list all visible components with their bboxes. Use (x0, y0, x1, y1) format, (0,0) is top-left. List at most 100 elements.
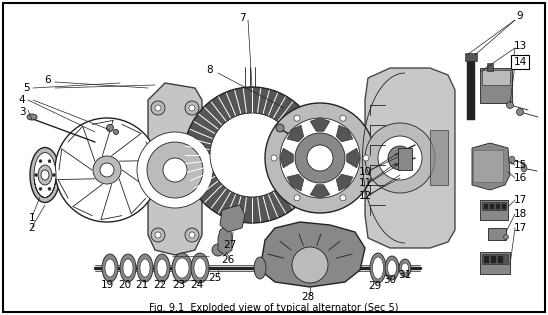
Circle shape (53, 174, 55, 176)
Polygon shape (472, 143, 510, 190)
Circle shape (155, 232, 161, 238)
Bar (502, 204, 506, 209)
Bar (490, 204, 494, 209)
Bar (482, 254, 508, 264)
Text: 10: 10 (358, 167, 372, 177)
Circle shape (292, 247, 328, 283)
Text: 2: 2 (28, 223, 35, 233)
Ellipse shape (521, 164, 527, 172)
Text: 4: 4 (19, 95, 25, 105)
Circle shape (137, 132, 213, 208)
Ellipse shape (254, 257, 266, 279)
Text: 25: 25 (208, 273, 221, 283)
Circle shape (319, 158, 325, 164)
Bar (398, 148, 412, 170)
Circle shape (340, 115, 346, 121)
Text: 22: 22 (153, 280, 167, 290)
Circle shape (506, 101, 513, 108)
Circle shape (340, 195, 346, 201)
Bar (480, 68, 512, 103)
Circle shape (35, 174, 37, 176)
Text: 24: 24 (190, 280, 204, 290)
Text: 28: 28 (301, 292, 315, 302)
Text: 14: 14 (513, 57, 527, 67)
Polygon shape (260, 222, 365, 287)
Ellipse shape (140, 259, 150, 277)
Ellipse shape (402, 263, 408, 273)
Circle shape (151, 101, 165, 115)
Circle shape (189, 105, 195, 111)
Ellipse shape (106, 124, 113, 131)
Text: 11: 11 (358, 178, 372, 188)
Ellipse shape (41, 170, 49, 180)
Circle shape (307, 145, 333, 171)
Bar (480, 252, 510, 274)
Text: 26: 26 (221, 255, 235, 265)
Text: 5: 5 (22, 83, 29, 93)
Circle shape (210, 113, 294, 197)
Ellipse shape (387, 260, 397, 276)
Bar (482, 202, 506, 210)
Polygon shape (365, 68, 455, 248)
Circle shape (48, 160, 51, 163)
Polygon shape (336, 174, 353, 191)
Polygon shape (336, 125, 353, 142)
Ellipse shape (30, 147, 60, 203)
Polygon shape (287, 125, 304, 142)
Ellipse shape (194, 258, 206, 278)
Bar (498, 256, 503, 263)
Circle shape (294, 115, 300, 121)
Ellipse shape (137, 254, 153, 282)
Bar (484, 256, 489, 263)
Circle shape (319, 146, 325, 152)
Circle shape (280, 118, 360, 198)
Text: 27: 27 (224, 240, 237, 250)
Ellipse shape (27, 114, 37, 120)
Circle shape (185, 228, 199, 242)
Polygon shape (220, 205, 245, 232)
Text: 3: 3 (19, 107, 25, 117)
Ellipse shape (370, 253, 386, 283)
Circle shape (388, 146, 412, 170)
Circle shape (271, 155, 277, 161)
Text: 1: 1 (28, 213, 35, 223)
Ellipse shape (120, 254, 136, 282)
Circle shape (55, 118, 159, 222)
Text: 9: 9 (517, 11, 523, 21)
Ellipse shape (38, 165, 52, 185)
Circle shape (276, 124, 284, 132)
Circle shape (184, 87, 320, 223)
Text: 8: 8 (207, 65, 213, 75)
Text: 18: 18 (513, 209, 527, 219)
Circle shape (100, 163, 114, 177)
Ellipse shape (105, 259, 115, 277)
Circle shape (147, 142, 203, 198)
Bar (482, 70, 510, 85)
Bar (484, 204, 488, 209)
Text: 12: 12 (358, 191, 372, 201)
Bar (491, 256, 496, 263)
Polygon shape (310, 185, 330, 198)
Text: 30: 30 (384, 275, 397, 285)
Circle shape (378, 136, 422, 180)
Ellipse shape (509, 156, 515, 164)
Text: Fig. 9.1  Exploded view of typical alternator (Sec 5): Fig. 9.1 Exploded view of typical altern… (149, 303, 399, 313)
Ellipse shape (113, 129, 118, 135)
Ellipse shape (102, 254, 118, 282)
Ellipse shape (191, 253, 209, 283)
Text: 21: 21 (135, 280, 149, 290)
Text: 19: 19 (100, 280, 113, 290)
Text: 23: 23 (173, 280, 186, 290)
Polygon shape (280, 148, 293, 168)
Circle shape (151, 228, 165, 242)
Ellipse shape (34, 152, 56, 198)
Circle shape (163, 158, 187, 182)
Bar (496, 204, 500, 209)
Text: 7: 7 (239, 13, 246, 23)
Ellipse shape (154, 254, 170, 282)
Polygon shape (287, 174, 304, 191)
Circle shape (48, 187, 51, 190)
Ellipse shape (399, 259, 411, 277)
Ellipse shape (172, 253, 192, 283)
Circle shape (265, 103, 375, 213)
